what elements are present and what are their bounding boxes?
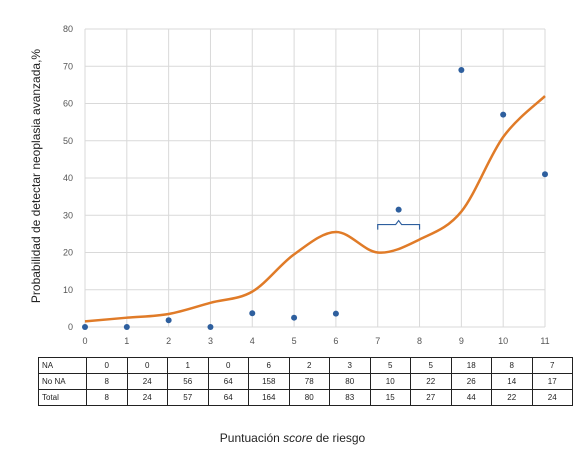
chart-series <box>82 66 548 330</box>
table-cell: 64 <box>207 389 249 406</box>
data-point <box>123 324 130 330</box>
table-cell: 7 <box>531 357 573 374</box>
y-tick-label: 20 <box>63 248 73 258</box>
range-bracket <box>377 219 421 230</box>
y-tick-label: 80 <box>63 24 73 34</box>
data-point <box>395 206 402 213</box>
data-point <box>165 317 172 324</box>
table-cell: 6 <box>248 357 290 374</box>
table-cell: 78 <box>288 373 330 390</box>
x-tick-label: 10 <box>498 336 508 346</box>
x-tick-label: 8 <box>417 336 422 346</box>
y-tick-label: 0 <box>68 322 73 332</box>
y-tick-label: 40 <box>63 173 73 183</box>
table-cell: 1 <box>167 357 209 374</box>
table-cell: 8 <box>86 389 128 406</box>
y-tick-label: 50 <box>63 136 73 146</box>
table-cell: 24 <box>126 373 168 390</box>
x-axis-ticks: 0 1 2 3 4 5 6 7 8 9 10 11 <box>82 336 549 346</box>
table-row: No NA 8 24 56 64 158 78 80 10 22 26 14 17 <box>38 373 573 390</box>
x-axis-label: Puntuación score de riesgo <box>0 431 585 445</box>
chart-canvas: 0 10 20 30 40 50 60 70 80 0 1 2 3 4 5 6 7 8 9 10 11 Probabi… <box>29 24 550 346</box>
table-cell: 8 <box>491 357 533 374</box>
y-tick-label: 10 <box>63 285 73 295</box>
table-cell: 18 <box>450 357 492 374</box>
table-cell: 158 <box>248 373 290 390</box>
table-cell: 17 <box>531 373 573 390</box>
x-tick-label: 4 <box>250 336 255 346</box>
table-cell: 24 <box>126 389 168 406</box>
y-tick-label: 70 <box>63 61 73 71</box>
table-row-label: No NA <box>38 373 87 390</box>
y-axis-ticks: 0 10 20 30 40 50 60 70 80 <box>63 24 73 332</box>
data-point <box>458 66 465 73</box>
table-row-label: Total <box>38 389 87 406</box>
data-point <box>542 171 548 178</box>
x-tick-label: 5 <box>292 336 297 346</box>
table-cell: 0 <box>86 357 128 374</box>
table-cell: 44 <box>450 389 492 406</box>
x-axis-label-part: Puntuación <box>219 431 284 445</box>
table-cell: 22 <box>410 373 452 390</box>
x-axis-label-italic: score <box>283 431 313 445</box>
table-cell: 80 <box>329 373 371 390</box>
table-cell: 64 <box>207 373 249 390</box>
table-cell: 27 <box>410 389 452 406</box>
table-cell: 3 <box>329 357 371 374</box>
table-cell: 0 <box>207 357 249 374</box>
trend-line <box>84 95 546 323</box>
data-point <box>249 310 256 317</box>
data-point <box>82 324 88 330</box>
y-tick-label: 60 <box>63 99 73 109</box>
table-cell: 80 <box>288 389 330 406</box>
table-cell: 8 <box>86 373 128 390</box>
table-row-label: NA <box>38 357 87 374</box>
data-point <box>291 314 298 321</box>
table-cell: 83 <box>329 389 371 406</box>
table-cell: 56 <box>167 373 209 390</box>
chart-grid <box>84 28 546 328</box>
x-tick-label: 6 <box>333 336 338 346</box>
x-axis-label-part: de riesgo <box>312 431 366 445</box>
table-cell: 26 <box>450 373 492 390</box>
data-point <box>332 310 339 317</box>
table-cell: 164 <box>248 389 290 406</box>
table-cell: 2 <box>288 357 330 374</box>
x-tick-label: 0 <box>82 336 87 346</box>
x-tick-label: 3 <box>208 336 213 346</box>
table-cell: 24 <box>531 389 573 406</box>
x-tick-label: 1 <box>124 336 129 346</box>
data-point <box>500 111 507 118</box>
table-cell: 57 <box>167 389 209 406</box>
data-point <box>207 324 214 330</box>
table-row: NA 0 0 1 0 6 2 3 5 5 18 8 7 <box>38 357 573 374</box>
table-cell: 5 <box>369 357 411 374</box>
table-row: Total 8 24 57 64 164 80 83 15 27 44 22 24 <box>38 389 573 406</box>
table-cell: 5 <box>410 357 452 374</box>
table-cell: 22 <box>491 389 533 406</box>
counts-table: NA 0 0 1 0 6 2 3 5 5 18 8 7 No NA 8 24 56 64 158 78 80 10 22 26… <box>38 357 573 406</box>
x-tick-label: 9 <box>459 336 464 346</box>
x-tick-label: 11 <box>540 336 549 346</box>
table-cell: 14 <box>491 373 533 390</box>
y-axis-label: Probabilidad de detectar neoplasia avanz… <box>29 49 43 304</box>
x-tick-label: 2 <box>166 336 171 346</box>
x-tick-label: 7 <box>375 336 380 346</box>
table-cell: 0 <box>126 357 168 374</box>
table-cell: 10 <box>369 373 411 390</box>
y-tick-label: 30 <box>63 210 73 220</box>
table-cell: 15 <box>369 389 411 406</box>
